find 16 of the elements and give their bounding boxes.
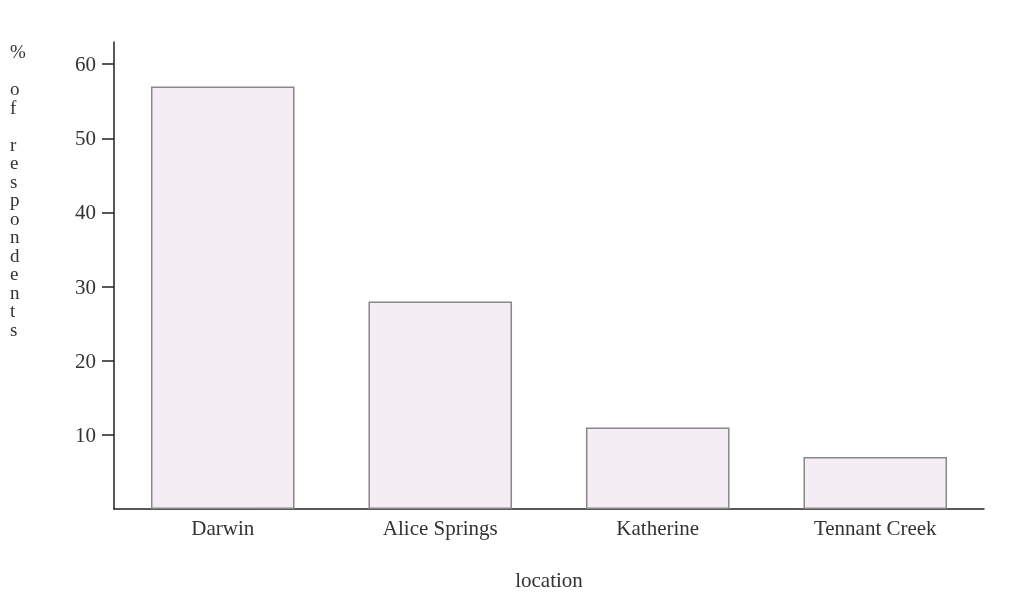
y-tick-label: 20	[75, 348, 96, 373]
bar	[803, 457, 948, 509]
bar	[150, 86, 295, 509]
y-tick-label: 50	[75, 126, 96, 151]
x-tick-label: Katherine	[616, 515, 700, 540]
y-tick-label: 40	[75, 200, 96, 225]
text: % of respondents	[10, 41, 26, 340]
x-tick-label: Darwin	[191, 515, 255, 540]
x-tick-label: Tennant Creek	[813, 515, 938, 540]
y-tick-label: 10	[75, 422, 96, 447]
bar	[368, 301, 513, 509]
y-tick-label: 30	[75, 274, 96, 299]
x-tick-label: Alice Springs	[382, 515, 498, 540]
x-axis-title: location	[515, 567, 584, 592]
y-tick-label: 60	[75, 52, 96, 77]
bar	[585, 427, 730, 509]
